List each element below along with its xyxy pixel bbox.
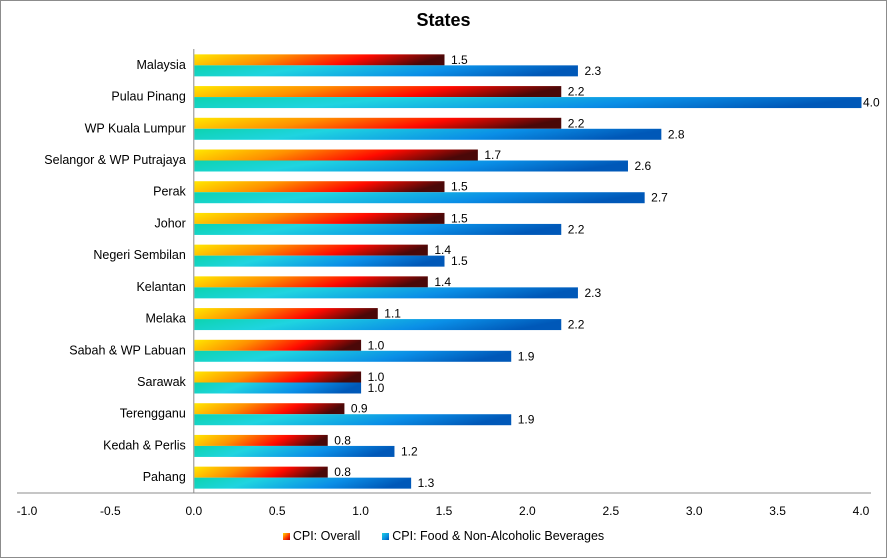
data-label-overall: 1.7 [484,148,501,162]
legend: CPI: Overall CPI: Food & Non-Alcoholic B… [0,529,887,543]
data-label-overall: 0.8 [334,465,351,479]
bar-food[interactable] [194,65,578,77]
bar-food[interactable] [194,414,512,426]
legend-swatch-food [382,532,390,540]
category-label: Perak [153,185,186,199]
chart-title: States [416,10,471,30]
data-label-overall: 1.4 [434,275,451,289]
x-tick-label: 1.0 [352,504,369,518]
category-label: Malaysia [136,58,185,72]
data-label-food: 2.8 [668,127,685,141]
category-label: Melaka [146,312,186,326]
data-label-food: 2.6 [634,159,651,173]
data-label-food: 2.3 [584,64,601,78]
data-label-overall: 1.1 [384,307,401,321]
data-label-food: 2.2 [568,222,585,236]
x-tick-label: 0.0 [185,504,202,518]
category-label: Pulau Pinang [111,90,185,104]
data-label-food: 1.0 [368,381,385,395]
x-tick-label: 1.5 [436,504,453,518]
category-label: Sabah & WP Labuan [69,343,186,357]
x-tick-label: -1.0 [17,504,38,518]
bar-food[interactable] [194,477,412,489]
bar-overall[interactable] [194,244,428,256]
data-label-overall: 1.5 [451,211,468,225]
data-label-food: 2.2 [568,318,585,332]
x-tick-label: 3.5 [769,504,786,518]
bar-food[interactable] [194,287,578,299]
bar-overall[interactable] [194,212,445,224]
data-label-overall: 1.5 [451,180,468,194]
x-tick-label: -0.5 [100,504,121,518]
bar-overall[interactable] [194,54,445,66]
bar-overall[interactable] [194,86,562,98]
x-tick-label: 0.5 [269,504,286,518]
legend-swatch-overall [282,532,290,540]
data-label-overall: 1.5 [451,53,468,67]
legend-item-overall[interactable]: CPI: Overall [282,529,361,543]
bar-overall[interactable] [194,339,362,351]
category-label: Negeri Sembilan [93,248,185,262]
legend-label-overall: CPI: Overall [292,529,361,543]
bar-overall[interactable] [194,371,362,383]
data-label-food: 1.9 [518,413,535,427]
bar-overall[interactable] [194,181,445,193]
data-label-overall: 1.0 [368,370,385,384]
bar-overall[interactable] [194,276,428,288]
category-label: Kedah & Perlis [103,438,186,452]
data-label-overall: 0.9 [351,402,368,416]
bar-overall[interactable] [194,403,345,415]
bar-food[interactable] [194,382,362,394]
bar-food[interactable] [194,255,445,267]
data-label-food: 2.3 [584,286,601,300]
category-label: Kelantan [136,280,185,294]
data-label-food: 2.7 [651,191,668,205]
bar-overall[interactable] [194,308,378,320]
x-tick-label: 4.0 [853,504,870,518]
bar-overall[interactable] [194,117,562,129]
data-label-overall: 1.4 [434,243,451,257]
x-tick-label: 2.0 [519,504,536,518]
category-label: Johor [155,216,186,230]
bar-overall[interactable] [194,149,478,161]
bar-food[interactable] [194,319,562,331]
legend-label-food: CPI: Food & Non-Alcoholic Beverages [392,529,605,543]
x-tick-label: 2.5 [602,504,619,518]
data-label-overall: 2.2 [568,85,585,99]
bar-overall[interactable] [194,466,328,478]
bar-food[interactable] [194,192,645,204]
category-label: Selangor & WP Putrajaya [44,153,186,167]
data-label-overall: 2.2 [568,116,585,130]
data-label-food: 1.2 [401,444,418,458]
bar-food[interactable] [194,97,862,109]
data-label-food: 1.3 [418,476,435,490]
category-label: WP Kuala Lumpur [85,121,186,135]
bar-food[interactable] [194,160,628,172]
bar-food[interactable] [194,445,395,457]
data-label-overall: 0.8 [334,433,351,447]
category-label: Sarawak [137,375,186,389]
bar-food[interactable] [194,350,512,362]
category-label: Terengganu [120,407,186,421]
bar-food[interactable] [194,128,662,140]
bar-food[interactable] [194,223,562,235]
data-label-food: 4.0 [863,96,880,110]
category-label: Pahang [143,470,186,484]
data-label-overall: 1.0 [368,338,385,352]
x-tick-label: 3.0 [686,504,703,518]
bar-overall[interactable] [194,434,328,446]
data-label-food: 1.9 [518,349,535,363]
data-label-food: 1.5 [451,254,468,268]
legend-item-food[interactable]: CPI: Food & Non-Alcoholic Beverages [382,529,604,543]
